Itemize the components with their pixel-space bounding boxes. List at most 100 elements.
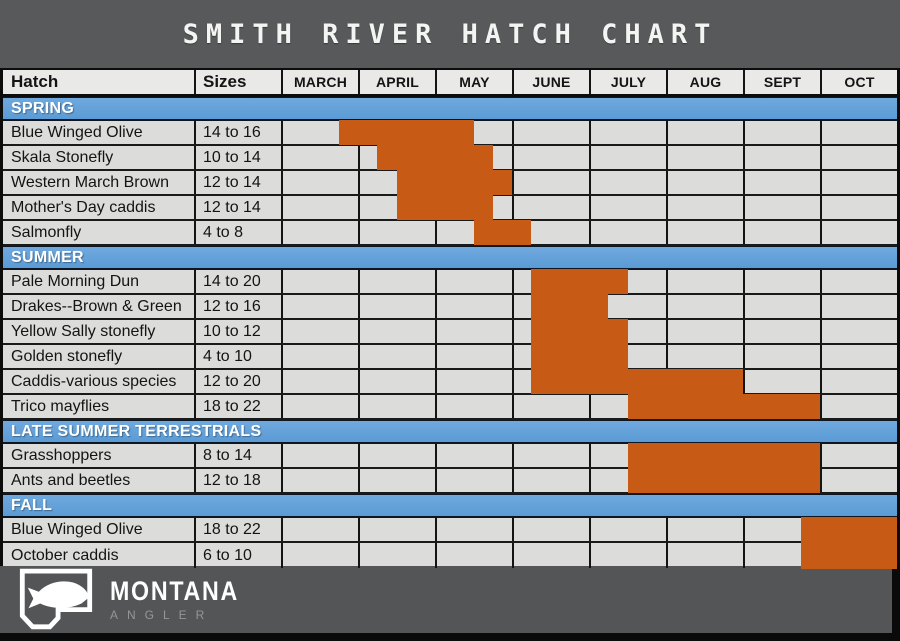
hatch-sizes: 4 to 8	[194, 221, 281, 244]
hatch-timeline	[281, 145, 897, 170]
hatch-row: Golden stonefly 4 to 10	[3, 344, 897, 370]
hatch-table: Hatch Sizes MARCH APRIL MAY JUNE JULY AUG SEPT…	[0, 68, 900, 569]
hatch-sizes: 12 to 14	[194, 171, 281, 194]
month-cell	[666, 270, 743, 293]
month-cell	[435, 270, 512, 293]
month-cell	[820, 196, 897, 219]
month-cell	[743, 146, 820, 169]
month-cell	[666, 320, 743, 343]
month-cell	[512, 370, 589, 393]
month-label: SEPT	[763, 74, 802, 90]
hatch-sizes: 18 to 22	[194, 518, 281, 541]
month-cell	[820, 370, 897, 393]
hatch-timeline	[281, 443, 897, 468]
montana-angler-logo: MONTANA ANGLER	[18, 567, 260, 633]
montana-state-icon	[19, 568, 93, 629]
hatch-timeline	[281, 468, 897, 493]
month-cell	[743, 543, 820, 568]
month-label: JULY	[610, 74, 647, 90]
month-header-cell: AUG	[666, 70, 743, 94]
month-cell	[281, 295, 358, 318]
hatch-row: October caddis 6 to 10	[3, 542, 897, 569]
month-cell	[358, 171, 435, 194]
hatch-name: Ants and beetles	[11, 471, 131, 489]
month-cell	[743, 295, 820, 318]
month-cell	[743, 196, 820, 219]
hatch-period-bar	[800, 517, 897, 542]
hatch-timeline	[281, 170, 897, 195]
hatch-name: Drakes--Brown & Green	[11, 297, 182, 315]
page-title: SMITH RIVER HATCH CHART	[182, 18, 718, 50]
section-label: SPRING	[11, 99, 75, 117]
bottom-border-strip	[0, 633, 900, 641]
hatch-row: Western March Brown 12 to 14	[3, 170, 897, 196]
month-cell	[820, 320, 897, 343]
month-cell	[743, 518, 820, 541]
month-cell	[281, 469, 358, 492]
month-label: OCT	[844, 74, 875, 90]
hatch-timeline	[281, 394, 897, 419]
hatch-period-bar	[627, 394, 820, 419]
month-cell	[435, 543, 512, 568]
month-header-cell: JUNE	[512, 70, 589, 94]
hatch-sizes: 8 to 14	[194, 444, 281, 467]
hatch-name: Grasshoppers	[11, 446, 112, 464]
month-cell	[666, 121, 743, 144]
month-cell	[358, 518, 435, 541]
month-cell	[820, 395, 897, 418]
section-label: FALL	[11, 496, 53, 514]
month-cell	[358, 270, 435, 293]
hatch-period-bar	[627, 443, 820, 468]
month-cell	[820, 146, 897, 169]
month-cell	[358, 345, 435, 368]
hatch-row: Trico mayflies 18 to 22	[3, 394, 897, 420]
hatch-timeline	[281, 294, 897, 319]
hatch-name: Trico mayflies	[11, 397, 110, 415]
month-cell	[820, 121, 897, 144]
month-cell	[666, 518, 743, 541]
hatch-timeline	[281, 120, 897, 145]
month-cell	[281, 221, 358, 244]
month-cell	[358, 196, 435, 219]
month-cell	[435, 221, 512, 244]
title-bar: SMITH RIVER HATCH CHART	[0, 0, 900, 68]
month-cell	[512, 543, 589, 568]
month-label: MARCH	[293, 74, 348, 90]
month-header-grid: MARCH APRIL MAY JUNE JULY AUG SEPT OCT	[281, 70, 897, 94]
hatch-sizes: 12 to 20	[194, 370, 281, 393]
month-cell	[358, 221, 435, 244]
month-cell	[589, 146, 666, 169]
month-cell	[820, 444, 897, 467]
hatch-period-bar	[377, 145, 493, 170]
month-cell	[589, 543, 666, 568]
month-header-cell: SEPT	[743, 70, 820, 94]
hatch-timeline	[281, 369, 897, 394]
month-cell	[666, 196, 743, 219]
hatch-period-bar	[531, 269, 628, 294]
month-cell	[435, 320, 512, 343]
month-header-cell: MAY	[435, 70, 512, 94]
section-header: SPRING	[3, 97, 897, 121]
month-cell	[589, 518, 666, 541]
month-cell	[820, 295, 897, 318]
month-cell	[358, 543, 435, 568]
month-cell	[281, 543, 358, 568]
hatch-row: Grasshoppers 8 to 14	[3, 443, 897, 469]
hatch-row: Blue Winged Olive 18 to 22	[3, 517, 897, 543]
hatch-name: October caddis	[11, 546, 119, 564]
section-header: FALL	[3, 494, 897, 518]
brand-primary: MONTANA	[110, 576, 239, 606]
month-cell	[666, 146, 743, 169]
hatch-timeline	[281, 269, 897, 294]
hatch-sizes: 12 to 16	[194, 295, 281, 318]
month-cell	[820, 171, 897, 194]
month-cell	[435, 345, 512, 368]
hatch-name: Mother's Day caddis	[11, 198, 156, 216]
month-cell	[820, 345, 897, 368]
hatch-row: Skala Stonefly 10 to 14	[3, 145, 897, 171]
month-cell	[358, 444, 435, 467]
hatch-name: Western March Brown	[11, 173, 169, 191]
month-cell	[666, 543, 743, 568]
month-cell	[512, 345, 589, 368]
